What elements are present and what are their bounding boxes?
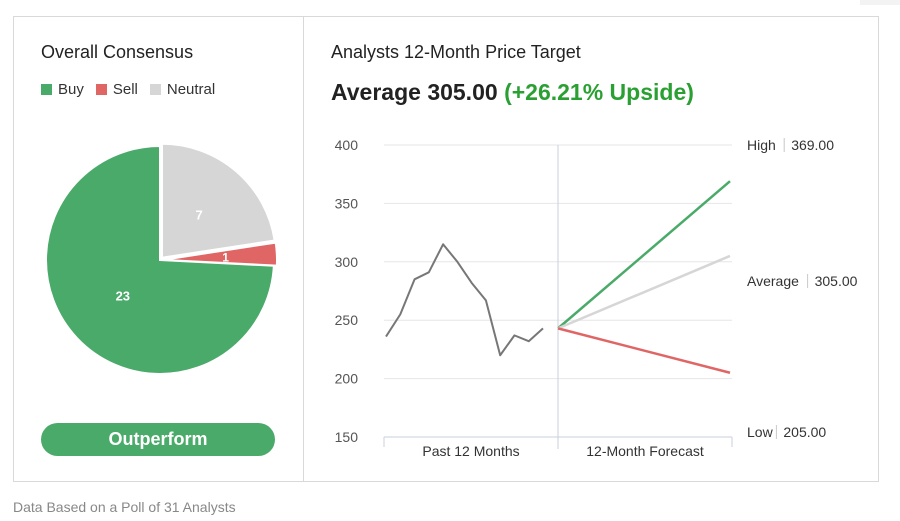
consensus-legend: Buy Sell Neutral (41, 81, 215, 98)
average-price-text: Average 305.00 (331, 79, 498, 105)
y-tick-150: 150 (335, 429, 359, 445)
pie-label-buy: 23 (116, 288, 130, 303)
y-tick-400: 400 (335, 137, 359, 153)
panel-divider (303, 16, 304, 482)
forecast-line-low (557, 327, 731, 374)
target-value-high: 369.00 (791, 137, 834, 153)
history-price-line (385, 243, 544, 357)
pie-slice-neutral (160, 142, 276, 259)
consensus-title: Overall Consensus (41, 42, 194, 62)
pie-slice-sell (162, 241, 278, 267)
y-tick-300: 300 (335, 254, 359, 270)
outperform-rating-button[interactable]: Outperform (41, 423, 275, 456)
target-value-average: 305.00 (815, 273, 858, 289)
target-label-low: Low (747, 424, 774, 440)
legend-sell: Sell (95, 81, 138, 98)
target-label-high: High (747, 137, 776, 153)
page-edge (860, 0, 900, 5)
forecast-line-high (557, 180, 731, 330)
target-value-low: 205.00 (783, 424, 826, 440)
legend-neutral-swatch (149, 84, 161, 95)
x-section-label-1: 12-Month Forecast (586, 443, 704, 459)
pie-slice-buy (45, 144, 275, 375)
target-label-average: Average (747, 273, 799, 289)
y-tick-250: 250 (335, 312, 359, 328)
legend-neutral-label: Neutral (166, 81, 216, 98)
y-tick-200: 200 (335, 371, 359, 387)
forecast-line-average (557, 254, 731, 330)
legend-neutral: Neutral (149, 81, 216, 98)
analyst-poll-note: Data Based on a Poll of 31 Analysts (13, 499, 236, 515)
average-price-target: Average 305.00 (+26.21% Upside) (331, 79, 694, 106)
upside-percent: (+26.21% Upside) (504, 79, 694, 105)
consensus-pie-chart: 7 1 23 (45, 142, 278, 375)
price-target-title: Analysts 12-Month Price Target (331, 42, 581, 62)
legend-buy: Buy (41, 81, 84, 98)
legend-buy-swatch (41, 84, 52, 95)
pie-label-sell: 1 (222, 251, 229, 265)
legend-sell-label: Sell (112, 81, 138, 98)
legend-buy-label: Buy (58, 81, 84, 98)
price-target-chart: 150 200 250 300 350 400 Past 12 Months 12-Month… (335, 137, 858, 459)
y-tick-350: 350 (335, 195, 359, 211)
x-section-label-0: Past 12 Months (422, 443, 519, 459)
pie-label-neutral: 7 (195, 207, 202, 222)
legend-sell-swatch (95, 84, 107, 95)
